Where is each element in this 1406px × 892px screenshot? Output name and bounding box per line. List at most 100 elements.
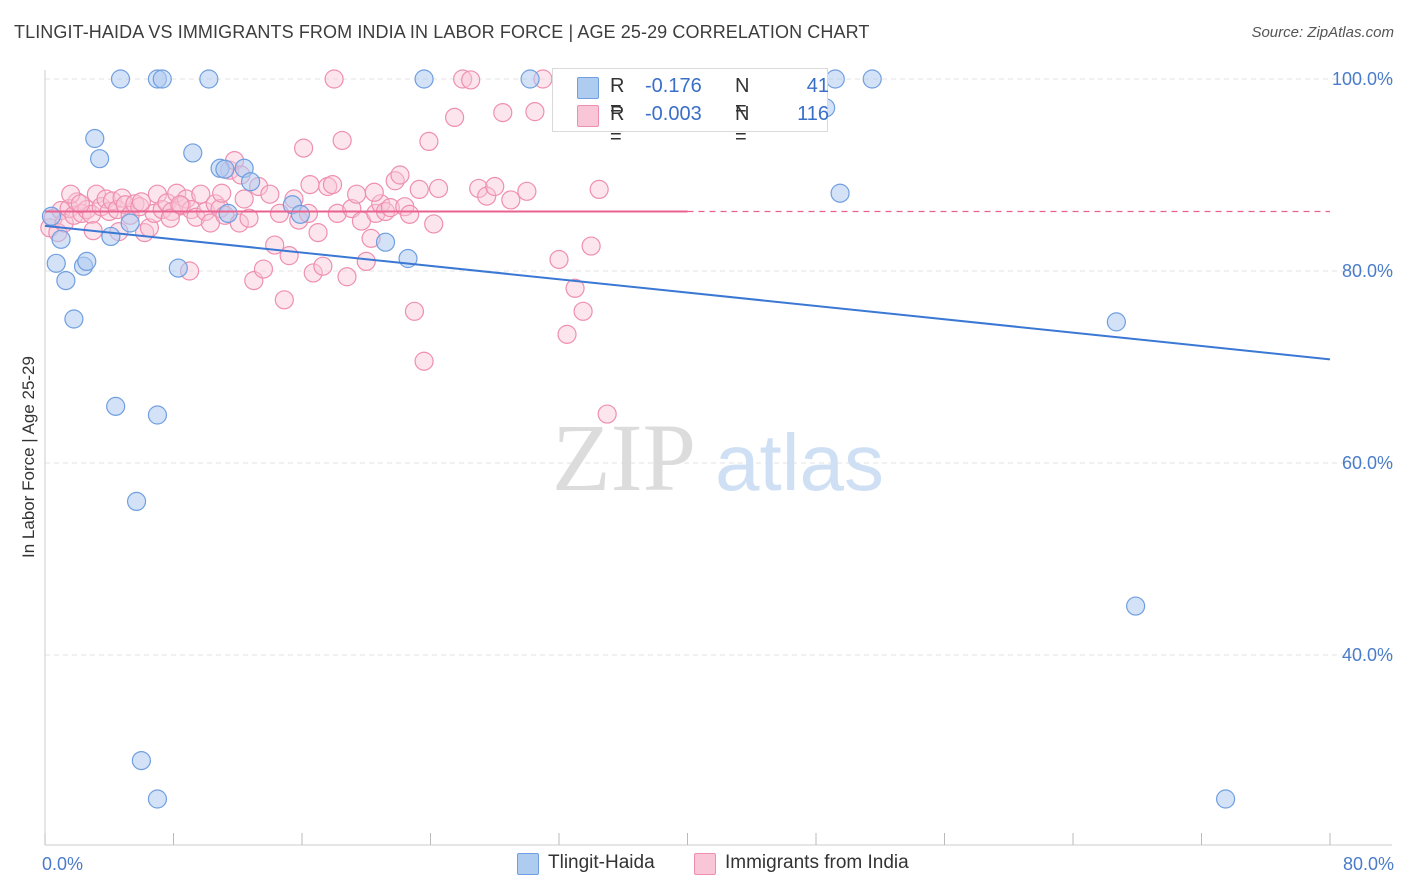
india-point bbox=[404, 301, 425, 321]
india-point bbox=[167, 183, 187, 203]
tlingit-point bbox=[110, 69, 131, 89]
india-point bbox=[70, 194, 90, 214]
y-tick-label: 80.0% bbox=[1342, 261, 1393, 281]
india-point bbox=[186, 207, 206, 227]
india-point bbox=[260, 184, 280, 204]
tlingit-point bbox=[101, 226, 121, 247]
india-point bbox=[294, 138, 314, 158]
tlingit-point bbox=[147, 789, 168, 809]
india-point bbox=[469, 178, 489, 199]
tlingit-point bbox=[64, 309, 84, 329]
tlingit-point bbox=[51, 229, 71, 249]
tlingit-trend-line bbox=[44, 224, 1331, 361]
tlingit-point bbox=[147, 405, 168, 425]
r-label: R = bbox=[610, 103, 625, 148]
india-point bbox=[170, 195, 190, 215]
correlation-legend: R = -0.176 N = 41 R = -0.003 N = 116 bbox=[552, 68, 829, 148]
india-point bbox=[303, 263, 323, 283]
india-point bbox=[115, 195, 135, 215]
india-point bbox=[274, 290, 294, 310]
tlingit-point bbox=[183, 143, 203, 163]
n-value: 116 bbox=[797, 103, 829, 125]
x-tick-label: 80.0% bbox=[1343, 854, 1394, 874]
india-point bbox=[234, 189, 254, 209]
watermark: ZIP atlas bbox=[552, 404, 884, 511]
india-point bbox=[86, 184, 107, 204]
r-value: -0.003 bbox=[645, 103, 702, 125]
tlingit-point bbox=[414, 69, 434, 89]
x-tick-label: 0.0% bbox=[42, 854, 83, 874]
india-swatch bbox=[577, 105, 599, 127]
india-point bbox=[337, 267, 357, 287]
tlingit-point bbox=[126, 491, 147, 511]
india-point bbox=[347, 184, 367, 204]
y-tick-label: 40.0% bbox=[1342, 645, 1393, 665]
india-point bbox=[549, 249, 569, 270]
india-point bbox=[327, 203, 347, 223]
india-point bbox=[308, 223, 328, 243]
india-point bbox=[597, 404, 617, 424]
india-point bbox=[324, 69, 344, 89]
india-point bbox=[322, 175, 343, 195]
source-label: Source: ZipAtlas.com bbox=[1251, 24, 1394, 41]
tlingit-point bbox=[56, 271, 76, 291]
india-point bbox=[356, 251, 376, 271]
tlingit-point bbox=[862, 69, 882, 89]
tlingit-point bbox=[199, 69, 219, 89]
tlingit-point bbox=[90, 149, 110, 169]
india-point bbox=[565, 278, 585, 298]
tick-labels: 100.0% 80.0% 60.0% 40.0% 0.0% 80.0% bbox=[42, 69, 1394, 874]
r-label: R = bbox=[610, 75, 625, 120]
axes bbox=[44, 70, 1392, 846]
tlingit-point bbox=[241, 172, 261, 192]
tlingit-point bbox=[1215, 789, 1236, 809]
tlingit-point bbox=[218, 203, 238, 223]
tlingit-point bbox=[1106, 312, 1126, 332]
india-legend-label: Immigrants from India bbox=[725, 852, 909, 873]
tlingit-point bbox=[215, 159, 235, 179]
n-label: N = bbox=[735, 103, 750, 148]
india-point bbox=[424, 214, 444, 234]
tlingit-point bbox=[46, 253, 66, 273]
watermark-atlas: atlas bbox=[715, 418, 884, 507]
india-point bbox=[212, 183, 232, 203]
india-point bbox=[557, 324, 577, 344]
chart-title: TLINGIT-HAIDA VS IMMIGRANTS FROM INDIA I… bbox=[14, 22, 870, 42]
india-point bbox=[485, 176, 505, 197]
tlingit-point bbox=[830, 183, 850, 203]
tlingit-point bbox=[152, 69, 172, 89]
india-point bbox=[428, 178, 449, 199]
india-point bbox=[313, 256, 333, 276]
india-point bbox=[160, 208, 180, 228]
n-label: N = bbox=[735, 75, 750, 120]
tlingit-legend-label: Tlingit-Haida bbox=[548, 852, 655, 873]
tlingit-point bbox=[106, 396, 126, 416]
trend-lines bbox=[44, 210, 1331, 361]
india-point bbox=[366, 203, 386, 223]
y-tick-label: 60.0% bbox=[1342, 453, 1393, 473]
india-point bbox=[131, 192, 151, 212]
india-point bbox=[477, 186, 497, 206]
india-point bbox=[409, 179, 429, 199]
india-point bbox=[525, 102, 545, 122]
y-tick-label: 100.0% bbox=[1332, 69, 1393, 89]
r-value: -0.176 bbox=[645, 75, 702, 97]
india-point bbox=[253, 259, 274, 279]
india-point bbox=[501, 190, 521, 210]
india-point bbox=[414, 351, 434, 371]
india-point bbox=[390, 165, 410, 185]
tlingit-point bbox=[290, 204, 310, 224]
india-point bbox=[419, 131, 439, 151]
tlingit-point bbox=[77, 251, 97, 271]
y-axis-title: In Labor Force | Age 25-29 bbox=[19, 356, 38, 558]
india-points bbox=[40, 69, 633, 424]
india-point bbox=[364, 182, 384, 202]
tlingit-point bbox=[120, 213, 140, 233]
india-point bbox=[300, 175, 320, 195]
india-point bbox=[573, 301, 593, 321]
india-point bbox=[461, 70, 481, 90]
tlingit-point bbox=[375, 232, 396, 252]
tlingit-point bbox=[520, 69, 540, 89]
tlingit-point bbox=[41, 206, 62, 226]
